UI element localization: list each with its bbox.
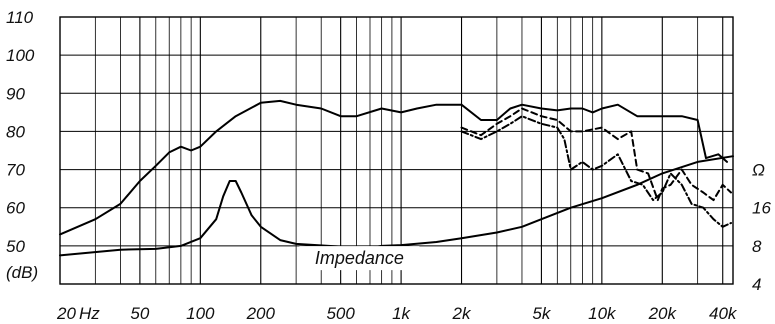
series-line-4: [460, 115, 732, 228]
series-line-impedance: [59, 155, 734, 257]
x-tick-label: 10k: [588, 304, 617, 323]
series-line-2: [460, 103, 728, 163]
y-tick-label: 90: [6, 84, 25, 103]
x-tick-label: 20k: [648, 304, 678, 323]
y2-tick-label: 4: [752, 275, 761, 294]
y-tick-label: 110: [6, 8, 34, 27]
x-tick-label: 20: [56, 304, 76, 323]
annotation-background: [299, 246, 420, 271]
series-group: [59, 99, 734, 257]
x-tick-label: 2k: [452, 304, 472, 323]
x-tick-label: 500: [326, 304, 355, 323]
plot-border: [59, 16, 734, 285]
y-tick-label: 100: [6, 46, 35, 65]
y-tick-label: 60: [6, 199, 25, 218]
x-tick-label: 100: [186, 304, 215, 323]
x-tick-label: 50: [130, 304, 149, 323]
y-tick-label: 80: [6, 122, 25, 141]
tick-labels: 110 100 90 80 70 60 50 (dB) Ω 16 8 4 20 50 100 200 500 1k…: [6, 8, 771, 323]
x-tick-label: 200: [246, 304, 276, 323]
impedance-annotation: Impedance: [315, 248, 404, 268]
x-unit-label: Hz: [79, 304, 100, 323]
series-line-1: [59, 99, 463, 236]
plot-frame: [59, 16, 734, 285]
x-tick-label: 1k: [392, 304, 411, 323]
y2-tick-label: 8: [752, 237, 762, 256]
y-unit-label: (dB): [6, 263, 38, 282]
x-tick-label: 5k: [532, 304, 551, 323]
y2-unit-label: Ω: [752, 161, 765, 180]
y-tick-label: 50: [6, 237, 25, 256]
series-line-3: [460, 107, 732, 202]
grid: [60, 17, 733, 284]
y-tick-label: 70: [6, 161, 25, 180]
x-tick-label: 40k: [709, 304, 738, 323]
y2-tick-label: 16: [752, 199, 771, 218]
